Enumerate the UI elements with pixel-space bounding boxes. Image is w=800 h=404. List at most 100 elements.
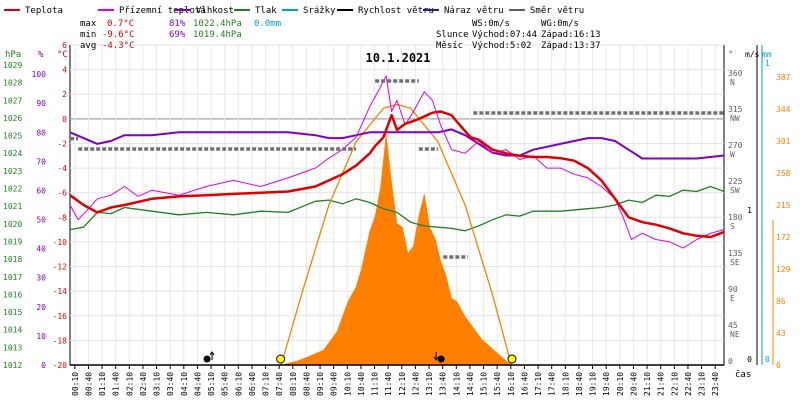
- time-tick-label: 14:10: [452, 372, 461, 396]
- pressure-tick-label: 1023: [3, 167, 22, 176]
- sun-event-marker: [276, 354, 286, 364]
- stats-max-hum: 81%: [169, 19, 186, 29]
- time-tick-label: 20:40: [629, 372, 638, 396]
- time-tick-label: 11:10: [371, 372, 380, 396]
- pressure-tick-label: 1015: [3, 308, 22, 317]
- time-tick-group: 20:10: [616, 372, 625, 396]
- time-tick-label: 04:40: [193, 372, 202, 396]
- pressure-tick-label: 1016: [3, 290, 22, 299]
- moon-event-marker: [437, 355, 445, 363]
- time-tick-label: 09:40: [330, 372, 339, 396]
- time-tick-label: 07:40: [275, 372, 284, 396]
- humidity-tick-label: 80: [36, 128, 46, 137]
- pressure-tick-label: 1019: [3, 237, 22, 246]
- time-tick-group: 19:10: [589, 372, 598, 396]
- legend-label: Tlak: [255, 6, 277, 16]
- time-tick-group: 16:40: [520, 372, 529, 396]
- time-tick-label: 05:40: [221, 372, 230, 396]
- wind-direction-layer: [70, 79, 724, 259]
- time-tick-label: 03:40: [166, 372, 175, 396]
- time-tick-group: 10:10: [343, 372, 352, 396]
- time-tick-group: 01:40: [112, 372, 121, 396]
- direction-compass-label: N: [730, 78, 735, 87]
- time-tick-group: 02:40: [139, 372, 148, 396]
- pressure-tick-label: 1025: [3, 132, 22, 141]
- time-tick-label: 06:40: [248, 372, 257, 396]
- series-layer: [69, 75, 725, 366]
- direction-tick-label: 225: [728, 177, 743, 186]
- time-tick-group: 00:40: [84, 372, 93, 396]
- pressure-tick-label: 1027: [3, 96, 22, 105]
- stats-sun-rise: Východ:07:44: [472, 30, 537, 40]
- time-tick-label: 00:10: [71, 372, 80, 396]
- pressure-tick-label: 1018: [3, 255, 22, 264]
- time-tick-group: 05:40: [221, 372, 230, 396]
- time-tick-label: 15:10: [480, 372, 489, 396]
- humidity-tick-label: 30: [36, 274, 46, 283]
- stats-min-label: min: [80, 30, 96, 40]
- rain-tick-label: 0: [765, 355, 770, 364]
- direction-tick-label: 315: [728, 105, 743, 114]
- pressure-tick-label: 1020: [3, 220, 22, 229]
- time-tick-group: 13:10: [425, 372, 434, 396]
- stats-avg-temp: -4.3°C: [102, 41, 135, 51]
- solar-tick-label: 129: [776, 265, 791, 274]
- stats-min-temp: -9.6°C: [102, 30, 135, 40]
- temp-tick-label: 2: [62, 90, 67, 99]
- solar-tick-label: 0: [776, 361, 781, 370]
- time-tick-label: 21:10: [643, 372, 652, 396]
- humidity-tick-label: 90: [36, 99, 46, 108]
- time-tick-group: 01:10: [98, 372, 107, 396]
- time-tick-label: 11:40: [384, 372, 393, 396]
- time-tick-label: 16:10: [507, 372, 516, 396]
- legend-label: Srážky: [303, 6, 336, 16]
- direction-tick-label: 135: [728, 249, 743, 258]
- time-tick-group: 11:40: [384, 372, 393, 396]
- solar-tick-label: 86: [776, 297, 786, 306]
- time-tick-group: 15:10: [480, 372, 489, 396]
- direction-compass-label: NE: [730, 330, 740, 339]
- direction-tick-label: 180: [728, 213, 743, 222]
- time-tick-group: 13:40: [439, 372, 448, 396]
- time-tick-label: 05:10: [207, 372, 216, 396]
- time-tick-label: 23:40: [711, 372, 720, 396]
- time-tick-label: 17:40: [548, 372, 557, 396]
- humidity-tick-label: 10: [36, 332, 46, 341]
- time-tick-group: 06:10: [234, 372, 243, 396]
- time-tick-group: 14:10: [452, 372, 461, 396]
- pressure-tick-label: 1013: [3, 343, 22, 352]
- pressure-tick-label: 1017: [3, 273, 22, 282]
- time-tick-label: 13:10: [425, 372, 434, 396]
- time-tick-label: 19:40: [602, 372, 611, 396]
- stats-moon-set: Západ:13:37: [541, 41, 601, 51]
- time-tick-group: 03:40: [166, 372, 175, 396]
- solar-tick-label: 258: [776, 169, 791, 178]
- pressure-tick-label: 1024: [3, 149, 22, 158]
- direction-compass-label: W: [730, 150, 735, 159]
- time-tick-group: 05:10: [207, 372, 216, 396]
- solar-tick-label: 172: [776, 233, 791, 242]
- time-tick-label: 02:10: [125, 372, 134, 396]
- time-tick-group: 20:40: [629, 372, 638, 396]
- direction-compass-label: SW: [730, 186, 740, 195]
- time-tick-label: 10:10: [343, 372, 352, 396]
- legend-label: Rychlost větru: [358, 6, 434, 16]
- time-tick-group: 08:40: [302, 372, 311, 396]
- time-tick-label: 17:10: [534, 372, 543, 396]
- humidity-tick-label: 100: [32, 70, 47, 79]
- time-tick-group: 06:40: [248, 372, 257, 396]
- solar-tick-label: 301: [776, 137, 791, 146]
- time-tick-group: 22:10: [670, 372, 679, 396]
- stats-min-press: 1019.4hPa: [193, 30, 242, 40]
- grid: [70, 44, 724, 366]
- chart-date: 10.1.2021: [365, 51, 430, 65]
- unit-pct: %: [38, 50, 44, 60]
- humidity-tick-label: 20: [36, 303, 46, 312]
- time-tick-group: 07:10: [262, 372, 271, 396]
- stats-wg: WG:0m/s: [541, 19, 579, 29]
- time-tick-group: 21:40: [657, 372, 666, 396]
- pressure-tick-label: 1021: [3, 202, 22, 211]
- stats-min-hum: 69%: [169, 30, 186, 40]
- stats-max-label: max: [80, 19, 97, 29]
- time-tick-group: 03:10: [153, 372, 162, 396]
